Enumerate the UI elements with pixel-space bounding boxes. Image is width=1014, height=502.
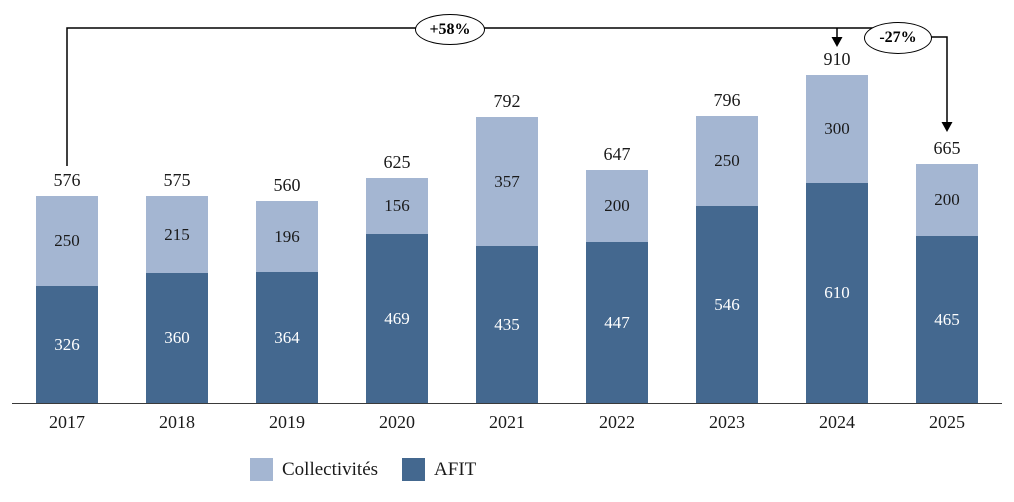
total-label: 796	[713, 90, 741, 110]
segment-collectivites: 250	[696, 116, 758, 206]
annotation-minus-27: -27%	[864, 22, 932, 54]
segment-afit: 360	[146, 273, 208, 403]
bar-group-2024: 910 300 610	[782, 49, 892, 403]
bar-group-2021: 792 357 435	[452, 91, 562, 403]
segment-afit: 364	[256, 272, 318, 403]
x-axis-label-2017: 2017	[49, 412, 85, 432]
total-label: 625	[383, 152, 411, 172]
total-label: 792	[493, 91, 521, 111]
stacked-bar: 357 435	[476, 117, 538, 403]
stacked-bar: 156 469	[366, 178, 428, 403]
segment-afit: 326	[36, 286, 98, 403]
bar-group-2022: 647 200 447	[562, 144, 672, 403]
stacked-bar: 215 360	[146, 196, 208, 403]
total-label: 647	[603, 144, 631, 164]
legend-swatch-afit	[402, 458, 426, 481]
stacked-bar: 200 465	[916, 164, 978, 403]
stacked-bar: 300 610	[806, 75, 868, 403]
legend: Collectivités AFIT	[250, 458, 500, 481]
segment-afit: 465	[916, 236, 978, 403]
bar-group-2018: 575 215 360	[122, 170, 232, 403]
x-axis-line	[12, 403, 1002, 404]
segment-collectivites: 200	[586, 170, 648, 242]
total-label: 665	[933, 138, 961, 158]
x-axis-label-2020: 2020	[379, 412, 415, 432]
total-label: 560	[273, 175, 301, 195]
x-axis-label-2023: 2023	[709, 412, 745, 432]
bar-group-2019: 560 196 364	[232, 175, 342, 403]
stacked-bar: 250 546	[696, 116, 758, 403]
bar-group-2020: 625 156 469	[342, 152, 452, 403]
bar-group-2023: 796 250 546	[672, 90, 782, 403]
segment-afit: 546	[696, 206, 758, 403]
segment-collectivites: 156	[366, 178, 428, 234]
segment-collectivites: 250	[36, 196, 98, 286]
total-label: 576	[53, 170, 81, 190]
x-axis-label-2021: 2021	[489, 412, 525, 432]
segment-collectivites: 300	[806, 75, 868, 183]
x-axis-labels: 2017 2018 2019 2020 2021 2022 2023 2024 2025	[12, 412, 1002, 433]
legend-label-collectivites: Collectivités	[282, 458, 379, 480]
bar-group-2017: 576 250 326	[12, 170, 122, 403]
x-axis-label-2019: 2019	[269, 412, 305, 432]
total-label: 575	[163, 170, 191, 190]
x-axis-label-2022: 2022	[599, 412, 635, 432]
plot-area: 576 250 326 575 215 360 560 196 364 625 156 469 792 3…	[12, 0, 1002, 403]
segment-collectivites: 215	[146, 196, 208, 273]
bar-group-2025: 665 200 465	[892, 138, 1002, 403]
x-axis-label-2024: 2024	[819, 412, 855, 432]
stacked-bar: 196 364	[256, 201, 318, 403]
segment-collectivites: 200	[916, 164, 978, 236]
segment-collectivites: 196	[256, 201, 318, 272]
annotation-plus-58: +58%	[415, 14, 485, 45]
x-axis-label-2025: 2025	[929, 412, 965, 432]
segment-afit: 610	[806, 183, 868, 403]
total-label: 910	[823, 49, 851, 69]
segment-collectivites: 357	[476, 117, 538, 246]
legend-swatch-collectivites	[250, 458, 273, 481]
segment-afit: 435	[476, 246, 538, 403]
x-axis-label-2018: 2018	[159, 412, 195, 432]
segment-afit: 469	[366, 234, 428, 403]
stacked-bar: 250 326	[36, 196, 98, 403]
stacked-bar: 200 447	[586, 170, 648, 403]
legend-label-afit: AFIT	[434, 458, 477, 480]
segment-afit: 447	[586, 242, 648, 403]
